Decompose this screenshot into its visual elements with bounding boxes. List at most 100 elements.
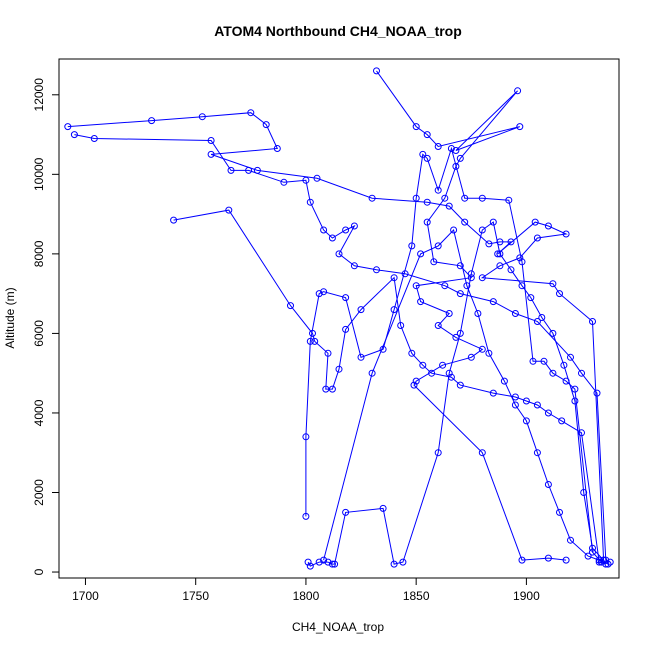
data-point [342, 508, 350, 516]
data-point [311, 337, 319, 345]
data-point [522, 397, 530, 405]
y-tick-label: 4000 [32, 399, 46, 426]
data-point [280, 178, 288, 186]
data-point [500, 377, 508, 385]
data-point [335, 250, 343, 258]
data-point [463, 282, 471, 290]
data-point [417, 250, 425, 258]
data-point [496, 250, 504, 258]
data-point [434, 242, 442, 250]
data-point [456, 381, 464, 389]
data-point [549, 280, 557, 288]
data-point [245, 166, 253, 174]
data-point [304, 558, 312, 566]
data-point [505, 196, 513, 204]
data-point [328, 234, 336, 242]
data-point [485, 240, 493, 248]
data-point [412, 194, 420, 202]
data-point [397, 322, 405, 329]
data-point [456, 262, 464, 270]
data-point [489, 218, 497, 226]
data-point [441, 194, 449, 202]
series-layer [64, 67, 614, 570]
data-point [485, 349, 493, 357]
data-point [496, 262, 504, 270]
data-point [350, 222, 358, 230]
series-line [305, 146, 602, 563]
data-point [544, 481, 552, 488]
data-point [428, 369, 436, 377]
data-point [247, 109, 255, 117]
data-point [456, 329, 464, 337]
data-point [315, 558, 323, 566]
data-point [302, 433, 310, 441]
data-point [578, 369, 585, 377]
data-point [600, 556, 608, 564]
data-point [478, 449, 486, 457]
data-point [342, 294, 350, 302]
data-point [64, 123, 72, 131]
data-point [434, 186, 442, 194]
data-point [408, 349, 416, 357]
data-point [302, 512, 310, 520]
data-point [390, 306, 398, 314]
data-point [373, 67, 380, 75]
x-tick-label: 1700 [72, 589, 99, 603]
data-point [544, 554, 552, 562]
data-point [527, 294, 535, 302]
data-point [287, 302, 294, 310]
data-point [412, 282, 420, 290]
data-point [410, 381, 418, 389]
data-point [335, 365, 343, 373]
series-5 [302, 145, 605, 566]
data-point [556, 508, 563, 516]
data-point [533, 318, 541, 325]
data-point [533, 401, 541, 409]
data-point [606, 558, 614, 566]
y-axis-label: Altitude (m) [3, 287, 17, 348]
data-point [604, 560, 612, 568]
data-point [324, 558, 332, 566]
data-point [439, 361, 447, 369]
y-tick-label: 6000 [32, 320, 46, 347]
data-point [602, 560, 610, 568]
data-point [342, 226, 350, 234]
data-point [494, 250, 502, 258]
data-point [511, 401, 519, 409]
data-point [549, 329, 557, 337]
data-point [452, 147, 460, 154]
data-point [571, 385, 579, 393]
data-point [562, 556, 570, 564]
data-point [320, 226, 328, 234]
data-point [148, 117, 156, 125]
data-point [456, 154, 464, 162]
y-tick-label: 2000 [32, 479, 46, 506]
y-tick-label: 8000 [32, 240, 46, 267]
data-point [412, 377, 420, 385]
data-point [567, 353, 574, 361]
data-point [262, 121, 270, 129]
data-point [198, 113, 206, 121]
data-point [324, 349, 332, 357]
data-point [70, 131, 78, 139]
data-point [419, 361, 427, 369]
data-point [350, 262, 358, 270]
data-point [445, 369, 453, 377]
data-point [540, 357, 548, 365]
data-point [478, 226, 486, 234]
data-point [227, 166, 235, 174]
data-point [357, 306, 365, 314]
data-point [225, 206, 233, 214]
data-point [445, 202, 453, 210]
data-point [419, 150, 427, 158]
data-point [450, 226, 458, 234]
data-point [306, 198, 314, 206]
data-point [467, 270, 475, 278]
data-point [522, 417, 530, 425]
series-2 [64, 109, 608, 564]
data-point [474, 310, 482, 317]
data-point [461, 194, 469, 202]
data-point [302, 176, 310, 184]
